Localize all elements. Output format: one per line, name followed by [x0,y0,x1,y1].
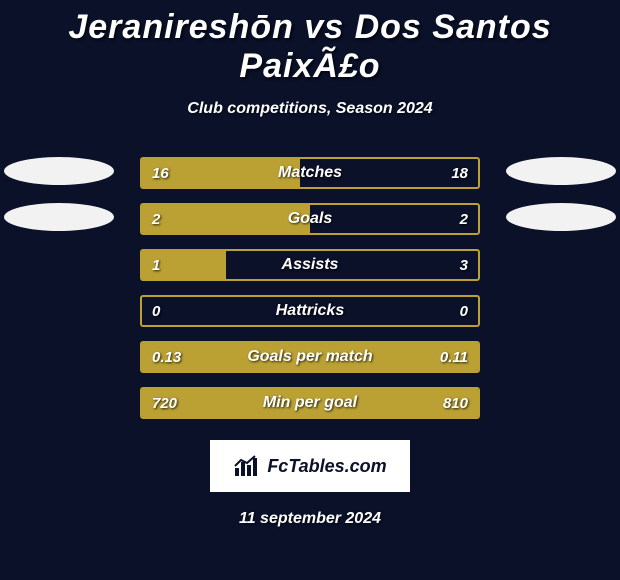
stat-label: Goals [142,205,478,233]
stat-bar: 0.13Goals per match0.11 [140,341,480,373]
page-subtitle: Club competitions, Season 2024 [0,100,620,118]
date-label: 11 september 2024 [0,510,620,528]
stat-label: Matches [142,159,478,187]
stat-bar: 16Matches18 [140,157,480,189]
stat-bar: 2Goals2 [140,203,480,235]
player-ellipse-left [4,157,114,185]
stat-value-right: 0.11 [440,343,468,371]
stat-bar: 720Min per goal810 [140,387,480,419]
stat-label: Hattricks [142,297,478,325]
stat-row: 720Min per goal810 [0,380,620,426]
player-ellipse-right [506,157,616,185]
stat-row: 1Assists3 [0,242,620,288]
stat-value-right: 810 [443,389,468,417]
stat-row: 16Matches18 [0,150,620,196]
stat-value-right: 18 [451,159,468,187]
stat-value-right: 3 [460,251,468,279]
stat-value-right: 0 [460,297,468,325]
stat-row: 0.13Goals per match0.11 [0,334,620,380]
player-ellipse-right [506,203,616,231]
stat-row: 2Goals2 [0,196,620,242]
page-title: Jeranireshōn vs Dos Santos PaixÃ£o [0,0,620,86]
stat-row: 0Hattricks0 [0,288,620,334]
stat-label: Goals per match [142,343,478,371]
stat-value-right: 2 [460,205,468,233]
fctables-logo-icon [233,454,261,478]
logo-text: FcTables.com [267,456,386,477]
stat-bar: 0Hattricks0 [140,295,480,327]
player-ellipse-left [4,203,114,231]
stat-label: Assists [142,251,478,279]
stat-label: Min per goal [142,389,478,417]
logo-box: FcTables.com [210,440,410,492]
stat-bar: 1Assists3 [140,249,480,281]
comparison-chart: 16Matches18 2Goals2 1Assists3 0Hattricks0 0.… [0,150,620,426]
